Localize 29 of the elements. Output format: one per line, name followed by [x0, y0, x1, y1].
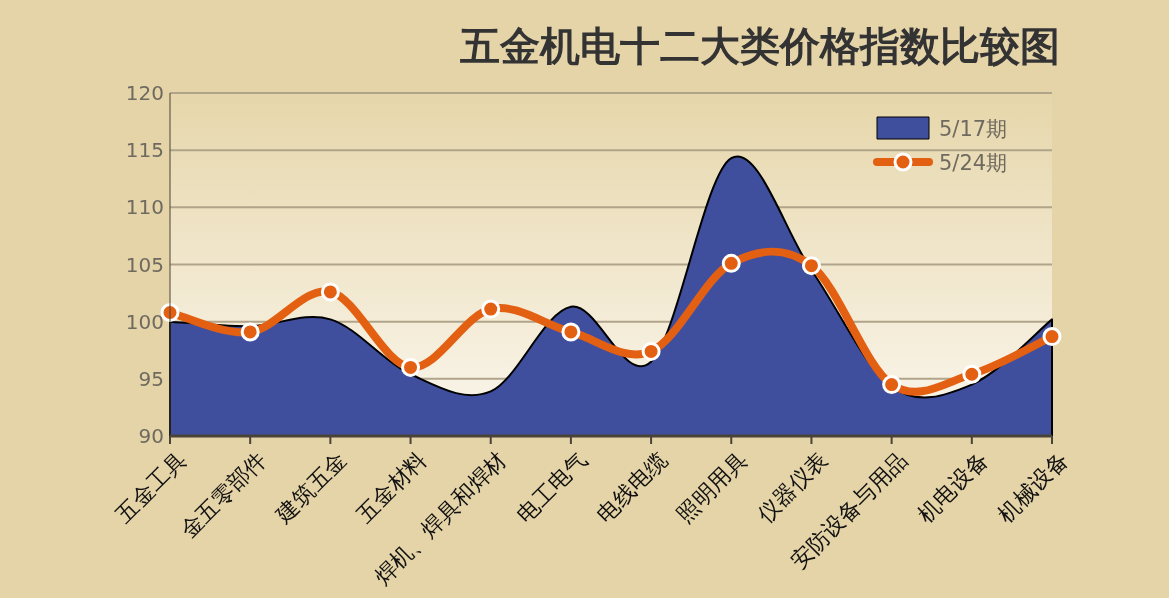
- x-tick-label: 机械设备: [992, 447, 1073, 528]
- chart-title: 五金机电十二大类价格指数比较图: [459, 23, 1060, 69]
- point: [481, 299, 501, 319]
- x-tick-label: 照明用具: [672, 447, 753, 528]
- point: [240, 322, 260, 342]
- point: [320, 282, 340, 302]
- point: [801, 256, 821, 276]
- x-tick-label: 电工电气: [511, 447, 592, 528]
- y-tick-label: 95: [138, 366, 164, 391]
- x-tick-label: 电线电缆: [592, 447, 672, 528]
- point: [561, 322, 581, 342]
- legend: 5/17期: [876, 116, 1008, 141]
- x-tick-label: 建筑五金: [270, 447, 352, 528]
- y-tick-label: 110: [125, 195, 164, 220]
- y-tick-label: 115: [125, 138, 164, 163]
- point: [641, 341, 661, 361]
- x-tick-label: 机电设备: [912, 447, 993, 528]
- y-tick-label: 120: [125, 81, 164, 105]
- legend-label: 5/24期: [939, 151, 1008, 175]
- point: [721, 253, 741, 273]
- y-tick-label: 100: [125, 309, 164, 334]
- point: [962, 364, 982, 384]
- y-tick-label: 90: [138, 424, 164, 448]
- legend: 5/24期: [873, 151, 1008, 175]
- point: [1042, 327, 1062, 347]
- y-tick-label: 105: [125, 252, 164, 277]
- point: [401, 357, 421, 377]
- point: [882, 375, 902, 395]
- legend-label: 5/17期: [939, 117, 1008, 141]
